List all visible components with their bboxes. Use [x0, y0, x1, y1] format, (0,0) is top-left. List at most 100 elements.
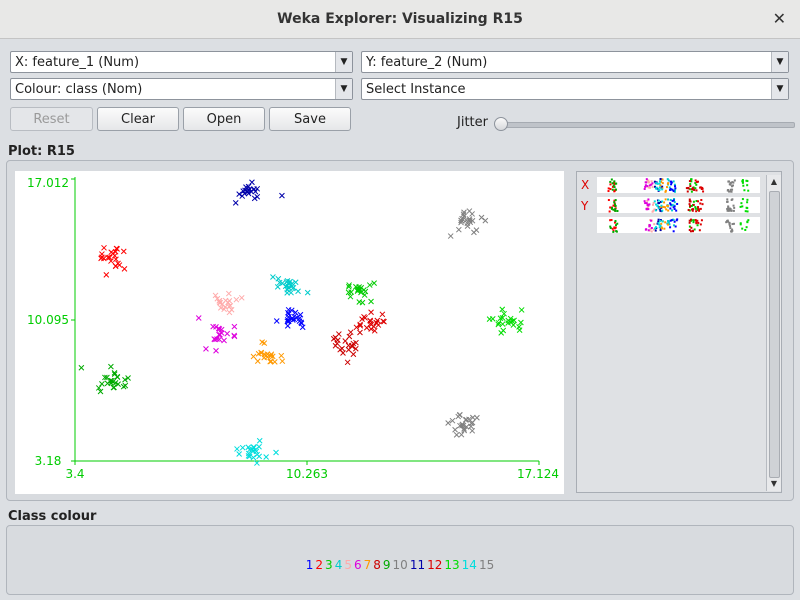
- data-point[interactable]: [233, 296, 240, 303]
- data-point[interactable]: [236, 191, 243, 197]
- data-point[interactable]: [495, 321, 502, 328]
- data-point[interactable]: [452, 426, 458, 433]
- data-point[interactable]: [368, 326, 374, 332]
- data-point[interactable]: [288, 307, 295, 314]
- data-point[interactable]: [348, 342, 355, 349]
- attribute-strips[interactable]: [577, 172, 767, 242]
- data-point[interactable]: [458, 431, 465, 438]
- data-point[interactable]: [251, 186, 257, 193]
- data-point[interactable]: [498, 330, 505, 336]
- data-point[interactable]: [332, 334, 339, 341]
- chevron-down-icon[interactable]: ▼: [335, 52, 352, 72]
- data-point[interactable]: [225, 290, 232, 297]
- data-point[interactable]: [461, 213, 467, 219]
- legend-item[interactable]: 1: [305, 558, 314, 572]
- data-point[interactable]: [501, 310, 507, 317]
- data-point[interactable]: [284, 323, 291, 329]
- data-point[interactable]: [112, 263, 119, 270]
- scroll-up-icon[interactable]: ▲: [770, 177, 778, 186]
- data-point[interactable]: [298, 319, 304, 326]
- data-point[interactable]: [108, 258, 114, 264]
- data-point[interactable]: [251, 195, 258, 202]
- data-point[interactable]: [250, 454, 257, 461]
- data-point[interactable]: [371, 327, 378, 334]
- data-point[interactable]: [254, 193, 261, 200]
- data-point[interactable]: [284, 318, 291, 325]
- data-point[interactable]: [516, 327, 523, 333]
- data-point[interactable]: [458, 218, 465, 224]
- data-point[interactable]: [285, 309, 291, 316]
- legend-item[interactable]: 9: [382, 558, 391, 572]
- data-point[interactable]: [218, 326, 225, 333]
- data-point[interactable]: [511, 317, 517, 324]
- data-point[interactable]: [267, 353, 274, 359]
- data-point[interactable]: [232, 200, 239, 206]
- data-point[interactable]: [273, 449, 279, 456]
- attribute-scrollbar[interactable]: ▲ ▼: [766, 175, 781, 491]
- data-point[interactable]: [368, 298, 374, 305]
- data-point[interactable]: [240, 188, 247, 194]
- data-point[interactable]: [374, 317, 381, 324]
- data-point[interactable]: [236, 451, 243, 457]
- data-point[interactable]: [108, 249, 115, 256]
- data-point[interactable]: [289, 315, 296, 322]
- data-point[interactable]: [112, 379, 119, 386]
- data-point[interactable]: [350, 351, 357, 358]
- legend-item[interactable]: 10: [392, 558, 408, 572]
- data-point[interactable]: [250, 353, 257, 360]
- data-point[interactable]: [228, 306, 235, 313]
- data-point[interactable]: [195, 315, 202, 321]
- data-point[interactable]: [210, 323, 216, 330]
- data-point[interactable]: [227, 302, 234, 309]
- data-point[interactable]: [361, 313, 367, 320]
- data-point[interactable]: [225, 299, 231, 306]
- data-point[interactable]: [368, 309, 374, 316]
- data-point[interactable]: [274, 284, 281, 290]
- data-point[interactable]: [99, 254, 105, 261]
- data-point[interactable]: [345, 289, 352, 296]
- data-point[interactable]: [346, 333, 353, 340]
- data-point[interactable]: [453, 431, 460, 438]
- data-point[interactable]: [359, 299, 366, 306]
- data-point[interactable]: [254, 460, 260, 466]
- data-point[interactable]: [478, 214, 485, 221]
- save-button[interactable]: Save: [269, 107, 351, 131]
- data-point[interactable]: [245, 444, 252, 451]
- scroll-down-icon[interactable]: ▼: [770, 479, 778, 488]
- chevron-down-icon[interactable]: ▼: [771, 52, 788, 72]
- data-point[interactable]: [259, 339, 265, 345]
- data-point[interactable]: [250, 444, 257, 450]
- data-point[interactable]: [263, 454, 270, 460]
- data-point[interactable]: [249, 179, 255, 186]
- data-point[interactable]: [255, 350, 262, 357]
- data-point[interactable]: [278, 352, 285, 359]
- data-point[interactable]: [366, 282, 373, 288]
- data-point[interactable]: [447, 233, 454, 239]
- data-point[interactable]: [97, 388, 104, 395]
- data-point[interactable]: [279, 192, 285, 199]
- data-point[interactable]: [256, 437, 263, 444]
- data-point[interactable]: [357, 329, 363, 336]
- data-point[interactable]: [510, 322, 517, 328]
- data-point[interactable]: [239, 444, 246, 451]
- data-point[interactable]: [455, 226, 462, 233]
- scatter-plot-svg[interactable]: 3.18 10.095 17.012 3.4 10.263 17.124: [15, 171, 564, 494]
- legend-item[interactable]: 13: [444, 558, 460, 572]
- data-point[interactable]: [103, 272, 110, 278]
- jitter-slider-handle[interactable]: [494, 117, 508, 131]
- data-point[interactable]: [297, 311, 304, 318]
- data-point[interactable]: [461, 427, 468, 434]
- open-button[interactable]: Open: [183, 107, 265, 131]
- data-point[interactable]: [497, 315, 504, 322]
- data-point[interactable]: [95, 385, 102, 391]
- data-point[interactable]: [464, 223, 471, 229]
- data-point[interactable]: [254, 358, 261, 364]
- legend-item[interactable]: 5: [344, 558, 352, 572]
- data-point[interactable]: [269, 353, 276, 360]
- data-point[interactable]: [379, 311, 386, 318]
- data-point[interactable]: [114, 246, 121, 252]
- data-point[interactable]: [78, 364, 85, 371]
- close-icon[interactable]: ✕: [772, 9, 786, 28]
- data-point[interactable]: [347, 329, 354, 336]
- scrollbar-thumb[interactable]: [769, 191, 780, 478]
